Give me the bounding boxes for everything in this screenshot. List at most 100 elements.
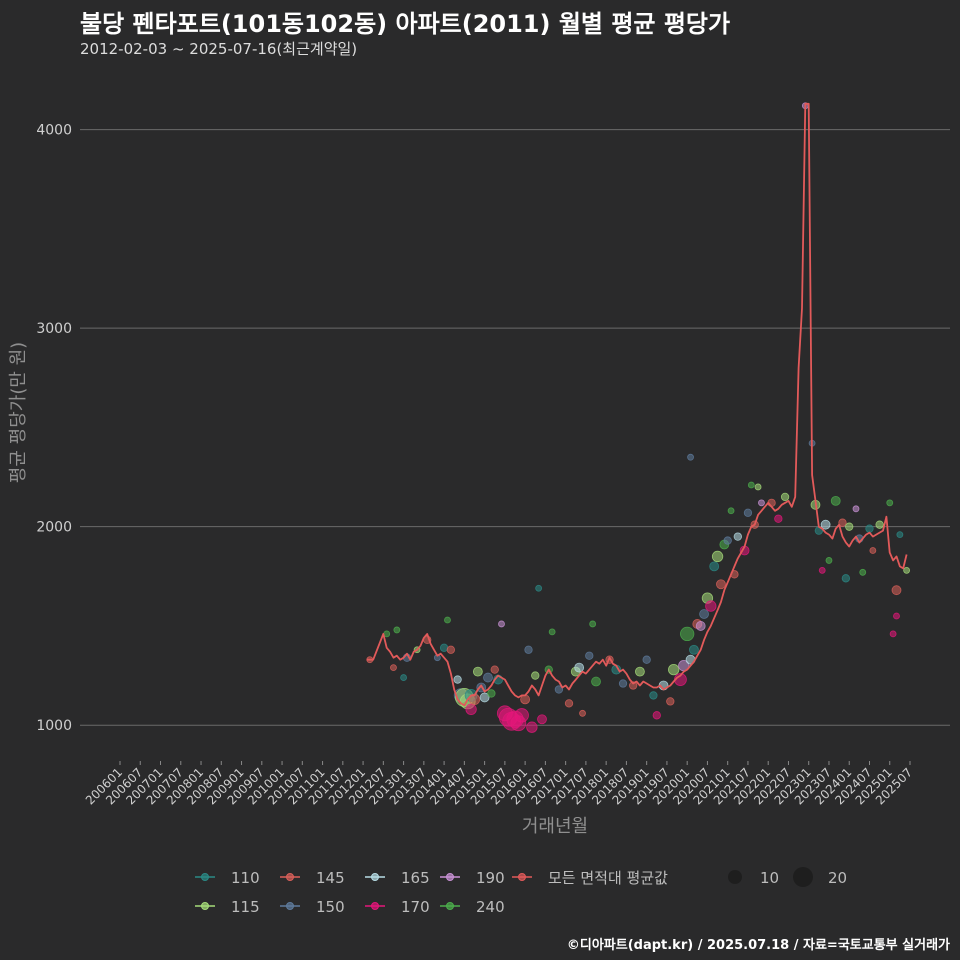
legend-size-label: 20	[828, 869, 847, 887]
data-point-150	[687, 453, 694, 461]
y-tick-label: 2000	[36, 520, 72, 536]
data-point-115	[472, 666, 483, 677]
legend-label: 170	[401, 898, 430, 916]
data-point-145	[716, 579, 726, 590]
data-point-170	[774, 514, 783, 523]
legend-item-190: 190	[440, 869, 505, 887]
y-tick-label: 1000	[36, 718, 72, 734]
data-point-110	[841, 574, 851, 583]
data-point-165	[479, 692, 490, 703]
legend-item-240: 240	[440, 898, 505, 916]
data-point-110	[709, 561, 720, 572]
legend-item-145: 145	[280, 869, 345, 887]
data-point-165	[574, 662, 585, 673]
data-point-190	[758, 499, 765, 507]
data-point-170	[893, 612, 900, 620]
data-point-150	[699, 609, 709, 619]
data-point-115	[531, 671, 540, 680]
legend-swatch	[286, 902, 294, 910]
data-point-240	[589, 620, 597, 628]
data-point-240	[680, 626, 695, 642]
data-point-170	[514, 708, 529, 723]
data-point-240	[487, 689, 496, 698]
data-point-170	[889, 630, 897, 638]
legend-swatch	[518, 873, 526, 881]
data-point-110	[439, 643, 449, 652]
data-point-115	[668, 663, 680, 676]
data-point-110	[649, 691, 658, 700]
data-point-145	[629, 681, 638, 690]
data-point-110	[689, 644, 699, 655]
legend-swatch	[371, 873, 379, 881]
data-point-145	[869, 547, 877, 554]
legend-label: 145	[316, 869, 345, 887]
legend-size-20: 20	[793, 867, 847, 887]
data-point-165	[820, 519, 831, 530]
legend-size-10: 10	[728, 869, 779, 887]
source-footer: ©디아파트(dapt.kr) / 2025.07.18 / 자료=국토교통부 실…	[566, 938, 950, 953]
legend-size-label: 10	[760, 869, 779, 887]
data-point-110	[400, 674, 407, 681]
legend-size-circle	[728, 870, 742, 884]
data-point-240	[393, 626, 401, 634]
legend-item-110: 110	[195, 869, 260, 887]
legend-label: 110	[231, 869, 260, 887]
legend-size-circle	[793, 867, 813, 887]
data-point-150	[483, 672, 493, 683]
legend-item-150: 150	[280, 898, 345, 916]
data-point-150	[642, 655, 651, 664]
chart-title: 불당 펜타포트(101동102동) 아파트(2011) 월별 평균 평당가	[80, 10, 731, 38]
y-axis-label: 평균 평당가(만 원)	[8, 342, 29, 483]
data-point-150	[554, 685, 564, 694]
legend-label: 240	[476, 898, 505, 916]
data-point-110	[865, 524, 874, 533]
legend-label: 모든 면적대 평균값	[548, 869, 668, 887]
data-point-145	[666, 697, 675, 706]
data-point-145	[390, 664, 397, 672]
data-point-170	[705, 600, 717, 612]
data-point-115	[780, 492, 790, 502]
average-line	[366, 102, 908, 707]
data-point-170	[818, 566, 826, 574]
legend-item-115: 115	[195, 898, 260, 916]
y-tick-label: 3000	[36, 321, 72, 337]
data-point-115	[711, 550, 724, 563]
legend-label: 115	[231, 898, 260, 916]
data-point-170	[537, 714, 547, 725]
data-point-190	[695, 621, 706, 631]
data-point-115	[875, 520, 884, 529]
data-point-145	[490, 665, 499, 674]
data-point-240	[548, 628, 556, 636]
data-point-170	[652, 711, 661, 720]
legend-item-165: 165	[365, 869, 430, 887]
data-point-240	[859, 568, 867, 576]
data-point-150	[524, 645, 533, 654]
data-point-240	[825, 557, 833, 564]
data-point-145	[891, 585, 902, 596]
data-point-115	[845, 522, 854, 531]
legend-label: 165	[401, 869, 430, 887]
data-point-170	[465, 703, 477, 715]
legend-swatch	[371, 902, 379, 910]
legend-swatch	[286, 873, 294, 881]
legend-swatch	[446, 902, 454, 910]
data-point-115	[754, 483, 762, 491]
data-point-165	[733, 532, 742, 541]
data-point-110	[896, 531, 904, 539]
data-point-145	[838, 518, 847, 527]
data-point-150	[723, 536, 732, 545]
data-point-240	[830, 495, 841, 506]
data-point-150	[585, 651, 594, 660]
legend-swatch	[201, 902, 209, 910]
data-point-240	[727, 507, 735, 515]
data-point-145	[564, 699, 574, 708]
data-point-165	[453, 675, 462, 684]
data-point-240	[886, 499, 894, 507]
legend-swatch	[201, 873, 209, 881]
data-point-240	[591, 676, 601, 687]
legend-label: 150	[316, 898, 345, 916]
y-tick-label: 4000	[36, 123, 72, 139]
legend-swatch	[446, 873, 454, 881]
data-point-190	[498, 620, 505, 628]
data-point-115	[903, 566, 911, 574]
